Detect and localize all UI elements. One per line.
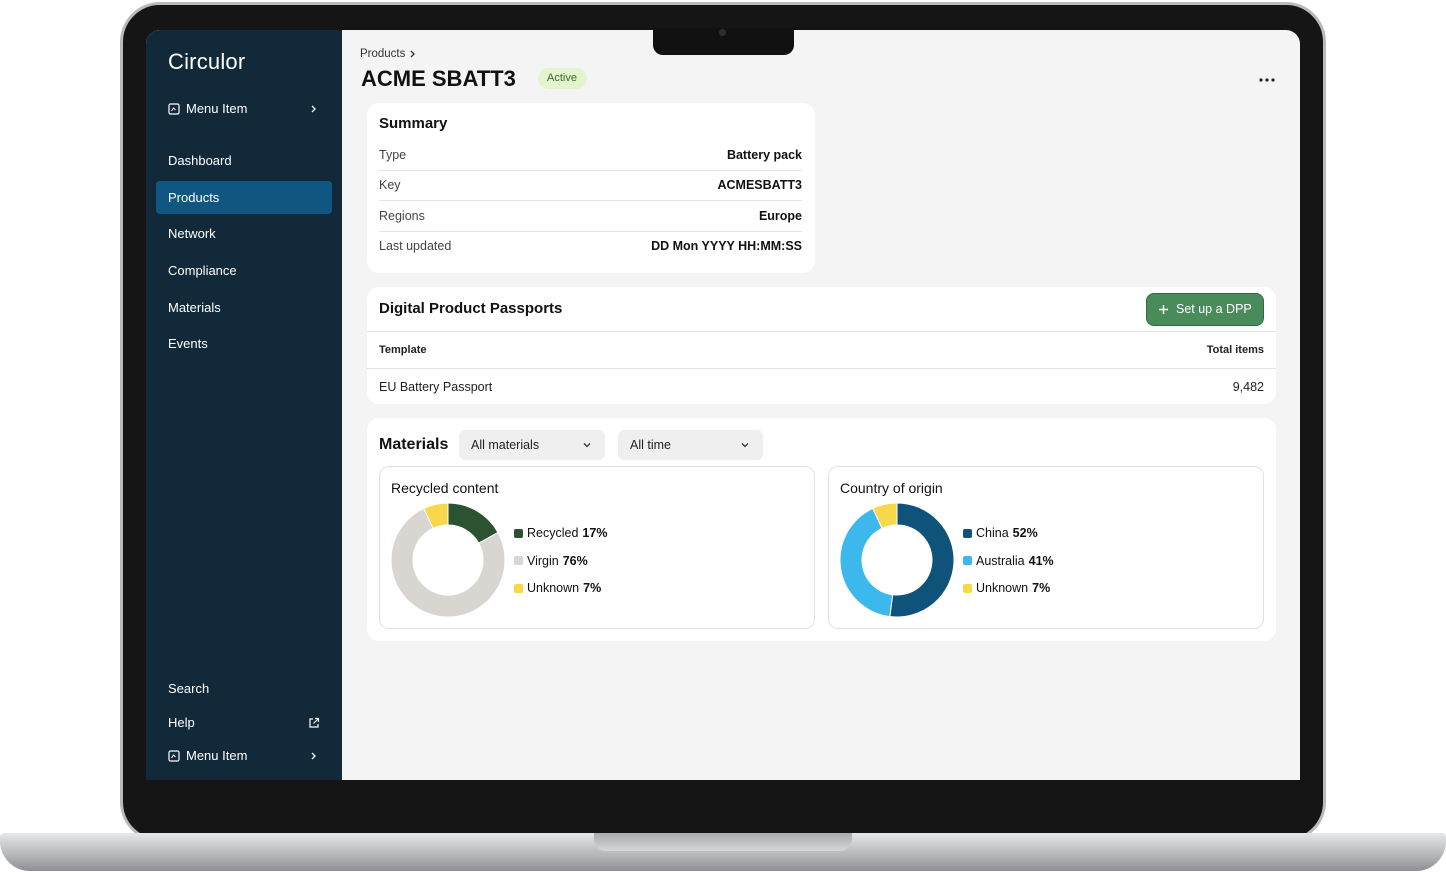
card-title: Digital Product Passports	[379, 300, 563, 317]
legend-swatch	[514, 583, 523, 593]
summary-label: Type	[379, 148, 407, 162]
nav-item[interactable]: Menu Item	[186, 748, 248, 763]
column-header: Total items	[1206, 344, 1264, 356]
more-icon[interactable]	[1258, 76, 1276, 84]
dropdown-label: All materials	[471, 438, 540, 452]
separator	[379, 231, 802, 232]
sidebar	[146, 30, 342, 780]
summary-value: DD Mon YYYY HH:MM:SS	[651, 239, 802, 253]
dpp-card	[367, 287, 1276, 404]
summary-card	[367, 103, 815, 273]
chart-title: Country of origin	[840, 480, 943, 496]
table-cell: 9,482	[1232, 380, 1264, 394]
card-title: Summary	[379, 115, 448, 132]
donut-segment	[872, 502, 898, 529]
nav-item[interactable]: Events	[168, 336, 208, 351]
donut-chart	[390, 502, 506, 618]
donut-segment	[423, 502, 449, 529]
legend-swatch	[963, 583, 972, 593]
nav-item[interactable]: Help	[168, 715, 195, 730]
chevron	[311, 752, 316, 760]
menu-item[interactable]: Menu Item	[186, 101, 248, 116]
status-label: Active	[547, 72, 577, 84]
donut-chart	[839, 502, 955, 618]
legend-value: 7%	[1032, 581, 1051, 595]
legend-value: 52%	[1012, 526, 1038, 540]
status-badge	[538, 68, 587, 89]
legend-label: Virgin 76%	[527, 553, 588, 568]
separator	[379, 200, 802, 201]
base-notch	[594, 833, 852, 851]
legend-value: 7%	[583, 581, 602, 595]
legend-label: Unknown 7%	[976, 581, 1051, 595]
nav-item[interactable]: Network	[168, 226, 216, 241]
page-title: ACME SBATT3	[361, 66, 516, 91]
dropdown[interactable]	[618, 430, 763, 460]
button-label[interactable]: Set up a DPP	[1176, 302, 1252, 316]
camera	[719, 29, 726, 36]
legend-value: 17%	[582, 526, 608, 540]
legend-value: 76%	[562, 553, 588, 568]
summary-value: Battery pack	[726, 148, 802, 162]
legend-value: 41%	[1028, 553, 1054, 568]
separator	[367, 368, 1276, 369]
legend-swatch	[514, 556, 523, 565]
menu-icon	[168, 750, 180, 762]
summary-label: Key	[379, 178, 401, 192]
legend-swatch	[963, 556, 972, 565]
chart-title: Recycled content	[391, 480, 499, 496]
legend-swatch	[514, 528, 523, 538]
nav-item[interactable]: Search	[168, 681, 210, 696]
summary-label: Last updated	[379, 239, 452, 253]
dropdown-chevron	[741, 443, 749, 448]
nav-item[interactable]: Products	[168, 190, 220, 205]
legend-swatch	[963, 528, 972, 538]
table-cell: EU Battery Passport	[379, 380, 493, 394]
summary-value: Europe	[758, 209, 802, 223]
donut-segment	[889, 502, 955, 618]
legend-label: China 52%	[976, 526, 1038, 540]
breadcrumb[interactable]: Products	[360, 48, 406, 60]
dropdown[interactable]	[459, 430, 605, 460]
nav-item[interactable]: Compliance	[168, 263, 237, 278]
nav-item[interactable]: Dashboard	[168, 153, 232, 168]
dropdown-label: All time	[630, 438, 671, 452]
nav-item[interactable]: Materials	[168, 300, 221, 315]
chevron	[311, 105, 316, 113]
card-title: Materials	[379, 436, 449, 453]
plus-icon	[1159, 305, 1168, 314]
summary-label: Regions	[379, 209, 425, 223]
menu-icon	[168, 103, 180, 115]
dropdown-chevron	[583, 443, 591, 448]
legend-label: Unknown 7%	[527, 581, 602, 595]
separator	[367, 331, 1276, 332]
chevron	[410, 50, 415, 58]
legend-label: Australia 41%	[976, 553, 1054, 568]
summary-value: ACMESBATT3	[717, 178, 803, 192]
column-header: Template	[379, 344, 427, 356]
donut-segment	[390, 507, 506, 618]
logo: Circulor	[168, 49, 246, 74]
external-icon	[309, 717, 320, 728]
legend-label: Recycled 17%	[527, 526, 608, 540]
separator	[379, 170, 802, 171]
donut-segment	[839, 507, 894, 618]
nav-active-bg	[156, 181, 332, 214]
